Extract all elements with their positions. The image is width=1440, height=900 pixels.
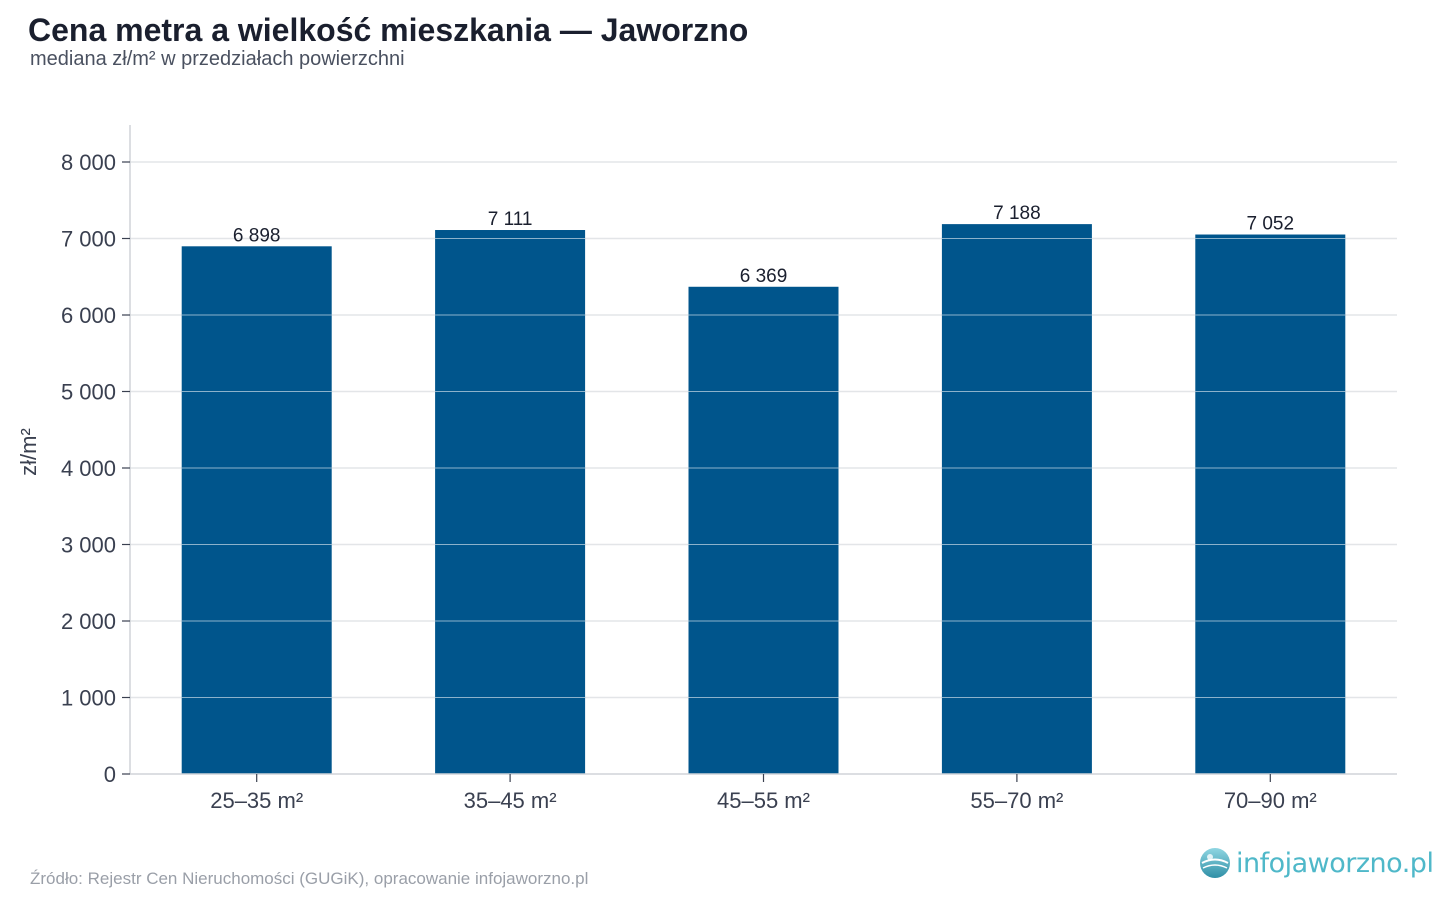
- x-tick-label: 70–90 m²: [1224, 788, 1317, 813]
- source-note: Źródło: Rejestr Cen Nieruchomości (GUGiK…: [30, 869, 589, 888]
- x-tick-label: 35–45 m²: [464, 788, 557, 813]
- y-tick-label: 6 000: [61, 303, 116, 328]
- y-tick-label: 0: [104, 762, 116, 787]
- data-label: 6 369: [740, 266, 788, 287]
- site-logo[interactable]: infojaworzno.pl: [1198, 846, 1434, 880]
- y-tick-label: 3 000: [61, 533, 116, 558]
- x-tick-label: 25–35 m²: [210, 788, 303, 813]
- x-tick-label: 55–70 m²: [970, 788, 1063, 813]
- globe-logo-icon: [1200, 848, 1230, 878]
- y-tick-label: 7 000: [61, 227, 116, 252]
- data-label: 6 898: [233, 225, 281, 246]
- bar: [941, 224, 1092, 775]
- chart-title: Cena metra a wielkość mieszkania — Jawor…: [28, 12, 749, 48]
- data-label: 7 188: [993, 203, 1041, 224]
- bar: [181, 246, 332, 775]
- y-tick-label: 2 000: [61, 609, 116, 634]
- logo-text: infojaworzno.pl: [1236, 847, 1434, 879]
- bar: [688, 286, 839, 774]
- y-tick-label: 5 000: [61, 380, 116, 405]
- y-tick-label: 4 000: [61, 456, 116, 481]
- data-label: 7 111: [488, 209, 533, 230]
- bar: [1195, 234, 1346, 775]
- data-label: 7 052: [1247, 214, 1295, 235]
- y-tick-label: 8 000: [61, 150, 116, 175]
- x-tick-label: 45–55 m²: [717, 788, 810, 813]
- y-tick-label: 1 000: [61, 686, 116, 711]
- chart-subtitle: mediana zł/m² w przedziałach powierzchni: [30, 48, 405, 70]
- bar: [435, 230, 586, 775]
- y-axis-label: zł/m²: [16, 428, 41, 476]
